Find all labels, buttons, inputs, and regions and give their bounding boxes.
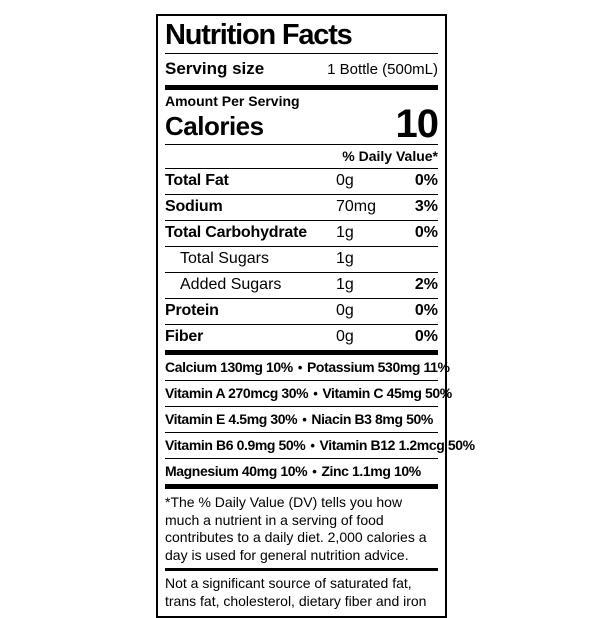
nutrient-table: Total Fat 0g 0% Sodium 70mg 3% Total Car…	[165, 169, 438, 350]
micronutrient-row-vitamin-e-niacin: Vitamin E 4.5mg 30% • Niacin B3 8mg 50%	[165, 407, 438, 433]
nutrient-name: Total Sugars	[180, 250, 269, 267]
nutrient-daily-value: 2%	[414, 276, 438, 293]
label-title: Nutrition Facts	[165, 19, 353, 51]
micronutrient-right: Zinc 1.1mg 10%	[321, 463, 421, 479]
divider-thick	[165, 484, 438, 489]
micronutrient-left: Vitamin B6 0.9mg 50%	[165, 437, 306, 453]
nutrient-name: Total Carbohydrate	[165, 224, 307, 241]
micronutrient-right: Vitamin C 45mg 50%	[322, 385, 452, 401]
calories-value: 10	[395, 102, 439, 146]
nutrient-name: Fiber	[165, 328, 204, 345]
nutrient-row-fiber: Fiber 0g 0%	[165, 325, 438, 350]
divider-medium	[165, 568, 438, 571]
nutrient-name: Sodium	[165, 198, 223, 215]
calories-row: Calories 10	[165, 102, 439, 146]
nutrient-name: Total Fat	[165, 172, 229, 189]
micronutrient-left: Vitamin E 4.5mg 30%	[165, 411, 298, 427]
bullet-separator: •	[310, 438, 315, 453]
bullet-separator: •	[302, 412, 307, 427]
nutrient-daily-value: 0%	[414, 302, 438, 319]
serving-size-value: 1 Bottle (500mL)	[327, 61, 438, 78]
nutrient-name: Protein	[165, 302, 219, 319]
micronutrient-left: Vitamin A 270mcg 30%	[165, 385, 309, 401]
nutrient-amount: 1g	[336, 250, 354, 267]
nutrient-daily-value: 0%	[414, 328, 438, 345]
bullet-separator: •	[297, 360, 303, 375]
nutrient-amount: 0g	[336, 172, 354, 189]
micronutrient-row-magnesium-zinc: Magnesium 40mg 10% • Zinc 1.1mg 10%	[165, 459, 438, 484]
serving-size-label: Serving size	[165, 59, 265, 78]
micronutrient-row-vitamin-a-c: Vitamin A 270mcg 30% • Vitamin C 45mg 50…	[165, 381, 452, 407]
divider-thick	[165, 350, 438, 355]
bullet-separator: •	[313, 386, 318, 401]
calories-label: Calories	[165, 111, 264, 141]
micronutrient-left: Magnesium 40mg 10%	[165, 463, 308, 479]
micronutrient-table: Calcium 130mg 10% • Potassium 530mg 11% …	[165, 355, 475, 484]
micronutrient-row-vitamin-b6-b12: Vitamin B6 0.9mg 50% • Vitamin B12 1.2mc…	[165, 433, 475, 459]
nutrient-daily-value: 3%	[414, 198, 438, 215]
divider-thick	[165, 85, 438, 90]
nutrient-row-total-sugars: Total Sugars 1g	[165, 247, 438, 273]
daily-value-header: % Daily Value*	[165, 145, 438, 169]
nutrient-row-total-fat: Total Fat 0g 0%	[165, 169, 438, 195]
nutrient-name: Added Sugars	[180, 276, 282, 293]
micronutrient-right: Niacin B3 8mg 50%	[311, 411, 433, 427]
divider-thin	[165, 53, 438, 54]
page-background: Nutrition Facts Serving size 1 Bottle (5…	[156, 14, 476, 618]
micronutrient-left: Calcium 130mg 10%	[165, 359, 293, 375]
nutrient-daily-value: 0%	[414, 172, 438, 189]
nutrient-amount: 0g	[336, 302, 354, 319]
nutrient-row-added-sugars: Added Sugars 1g 2%	[165, 273, 438, 299]
nutrient-daily-value: 0%	[414, 224, 438, 241]
amount-per-serving-label: Amount Per Serving	[165, 93, 300, 109]
not-significant-source-disclaimer: Not a significant source of saturated fa…	[165, 575, 427, 609]
daily-value-footnote: *The % Daily Value (DV) tells you how mu…	[165, 494, 427, 563]
nutrient-row-protein: Protein 0g 0%	[165, 299, 438, 325]
nutrient-amount: 70mg	[336, 198, 377, 215]
micronutrient-right: Potassium 530mg 11%	[306, 359, 450, 375]
serving-size-row: Serving size 1 Bottle (500mL)	[165, 54, 438, 85]
bullet-separator: •	[312, 464, 317, 479]
nutrient-row-total-carbohydrate: Total Carbohydrate 1g 0%	[165, 221, 438, 247]
nutrient-amount: 1g	[336, 276, 354, 293]
micronutrient-row-calcium-potassium: Calcium 130mg 10% • Potassium 530mg 11%	[165, 355, 450, 381]
divider-thin	[165, 144, 438, 145]
nutrient-row-sodium: Sodium 70mg 3%	[165, 195, 438, 221]
micronutrient-right: Vitamin B12 1.2mcg 50%	[319, 437, 476, 453]
nutrient-amount: 0g	[336, 328, 354, 345]
nutrition-facts-label: Nutrition Facts Serving size 1 Bottle (5…	[156, 14, 475, 618]
nutrient-amount: 1g	[336, 224, 354, 241]
